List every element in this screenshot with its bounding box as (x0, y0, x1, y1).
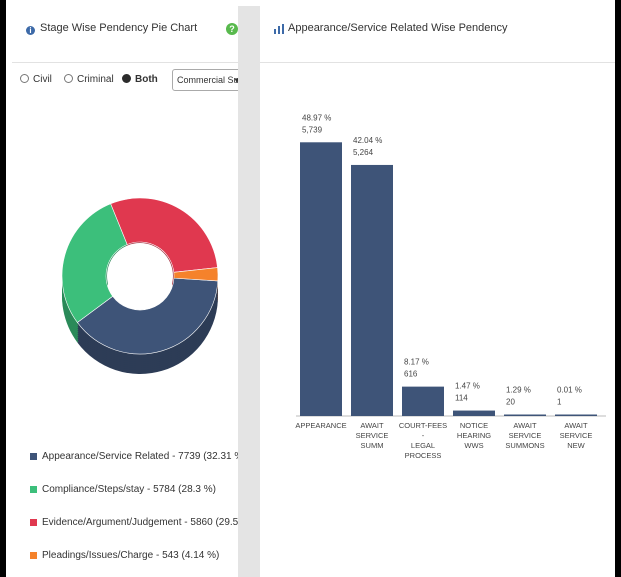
x-tick-label: - (422, 431, 425, 440)
x-tick-label: SERVICE (356, 431, 389, 440)
x-tick-label: AWAIT (513, 421, 537, 430)
bar[interactable] (351, 164, 393, 416)
bar[interactable] (300, 142, 342, 416)
legend-label: Pleadings/Issues/Charge - 543 (4.14 %) (42, 550, 220, 561)
bar-data-label: 42.04 % (353, 136, 382, 145)
bar-data-label: 5,264 (353, 148, 374, 157)
case-type-radio-group: Civil Criminal Both Commercial Suit ▾ (16, 68, 242, 94)
radio-label: Civil (33, 74, 52, 85)
bar-data-label: 20 (506, 398, 515, 407)
x-tick-label: LEGAL (411, 441, 435, 450)
radio-dot-icon (64, 74, 73, 83)
donut-hole (107, 243, 173, 309)
pie-panel: i Stage Wise Pendency Pie Chart ? Civil … (12, 6, 259, 577)
help-icon[interactable]: ? (226, 23, 238, 35)
bar-chart-icon (274, 24, 284, 34)
select-value: Commercial Suit (177, 75, 242, 85)
x-tick-label: NOTICE (460, 421, 488, 430)
donut-slice[interactable] (76, 277, 219, 355)
x-tick-label: APPEARANCE (295, 421, 346, 430)
legend-label: Appearance/Service Related - 7739 (32.31… (42, 451, 247, 462)
radio-dot-icon (122, 74, 131, 83)
legend-swatch (30, 552, 37, 559)
radio-both[interactable]: Both (122, 74, 158, 85)
bar-panel: Appearance/Service Related Wise Pendency… (260, 6, 615, 577)
bar-data-label: 616 (404, 370, 418, 379)
chevron-down-icon: ▾ (234, 75, 239, 85)
bar-data-label: 1.29 % (506, 386, 531, 395)
bar-data-label: 1 (557, 398, 562, 407)
radio-criminal[interactable]: Criminal (64, 74, 114, 85)
x-tick-label: AWAIT (564, 421, 588, 430)
x-tick-label: SERVICE (509, 431, 542, 440)
bar-panel-header: Appearance/Service Related Wise Pendency (260, 6, 615, 63)
x-tick-label: PROCESS (405, 451, 442, 460)
bar-data-label: 0.01 % (557, 386, 582, 395)
pie-legend: Appearance/Service Related - 7739 (32.31… (30, 451, 259, 577)
bar-data-label: 48.97 % (302, 113, 331, 122)
donut-slice[interactable] (173, 267, 219, 282)
bar[interactable] (402, 386, 444, 416)
donut-chart (61, 197, 219, 374)
bar[interactable] (504, 414, 546, 417)
bar[interactable] (555, 414, 597, 417)
info-icon[interactable]: i (26, 26, 35, 35)
radio-label: Both (135, 74, 158, 85)
legend-swatch (30, 486, 37, 493)
x-tick-label: HEARING (457, 431, 491, 440)
legend-swatch (30, 519, 37, 526)
bar-data-label: 5,739 (302, 125, 323, 134)
app-frame: i Stage Wise Pendency Pie Chart ? Civil … (6, 0, 615, 577)
case-category-select[interactable]: Commercial Suit ▾ (172, 69, 242, 91)
legend-label: Compliance/Steps/stay - 5784 (28.3 %) (42, 484, 216, 495)
donut-slice[interactable] (61, 203, 128, 323)
donut-slice[interactable] (110, 197, 218, 273)
bar-data-label: 114 (455, 394, 468, 403)
legend-swatch (30, 453, 37, 460)
x-tick-label: AWAIT (360, 421, 384, 430)
bar-data-label: 1.47 % (455, 382, 480, 391)
x-tick-label: SUMM (361, 441, 384, 450)
bar[interactable] (453, 410, 495, 416)
legend-item[interactable]: Pleadings/Issues/Charge - 543 (4.14 %) (30, 550, 259, 577)
x-tick-label: SUMMONS (505, 441, 544, 450)
legend-item[interactable]: Appearance/Service Related - 7739 (32.31… (30, 451, 259, 484)
legend-item[interactable]: Evidence/Argument/Judgement - 5860 (29.5… (30, 517, 259, 550)
bar-data-label: 8.17 % (404, 358, 429, 367)
x-tick-label: SERVICE (560, 431, 593, 440)
legend-item[interactable]: Compliance/Steps/stay - 5784 (28.3 %) (30, 484, 259, 517)
x-tick-label: WWS (464, 441, 483, 450)
panel-separator (238, 6, 260, 577)
radio-dot-icon (20, 74, 29, 83)
x-tick-label: NEW (567, 441, 585, 450)
radio-label: Criminal (77, 74, 114, 85)
bar-panel-title: Appearance/Service Related Wise Pendency (288, 22, 508, 34)
pie-panel-header: i Stage Wise Pendency Pie Chart ? (12, 6, 238, 63)
legend-label: Evidence/Argument/Judgement - 5860 (29.5… (42, 517, 259, 528)
x-tick-label: COURT-FEES (399, 421, 447, 430)
pie-panel-title: Stage Wise Pendency Pie Chart (40, 22, 198, 34)
radio-civil[interactable]: Civil (20, 74, 52, 85)
